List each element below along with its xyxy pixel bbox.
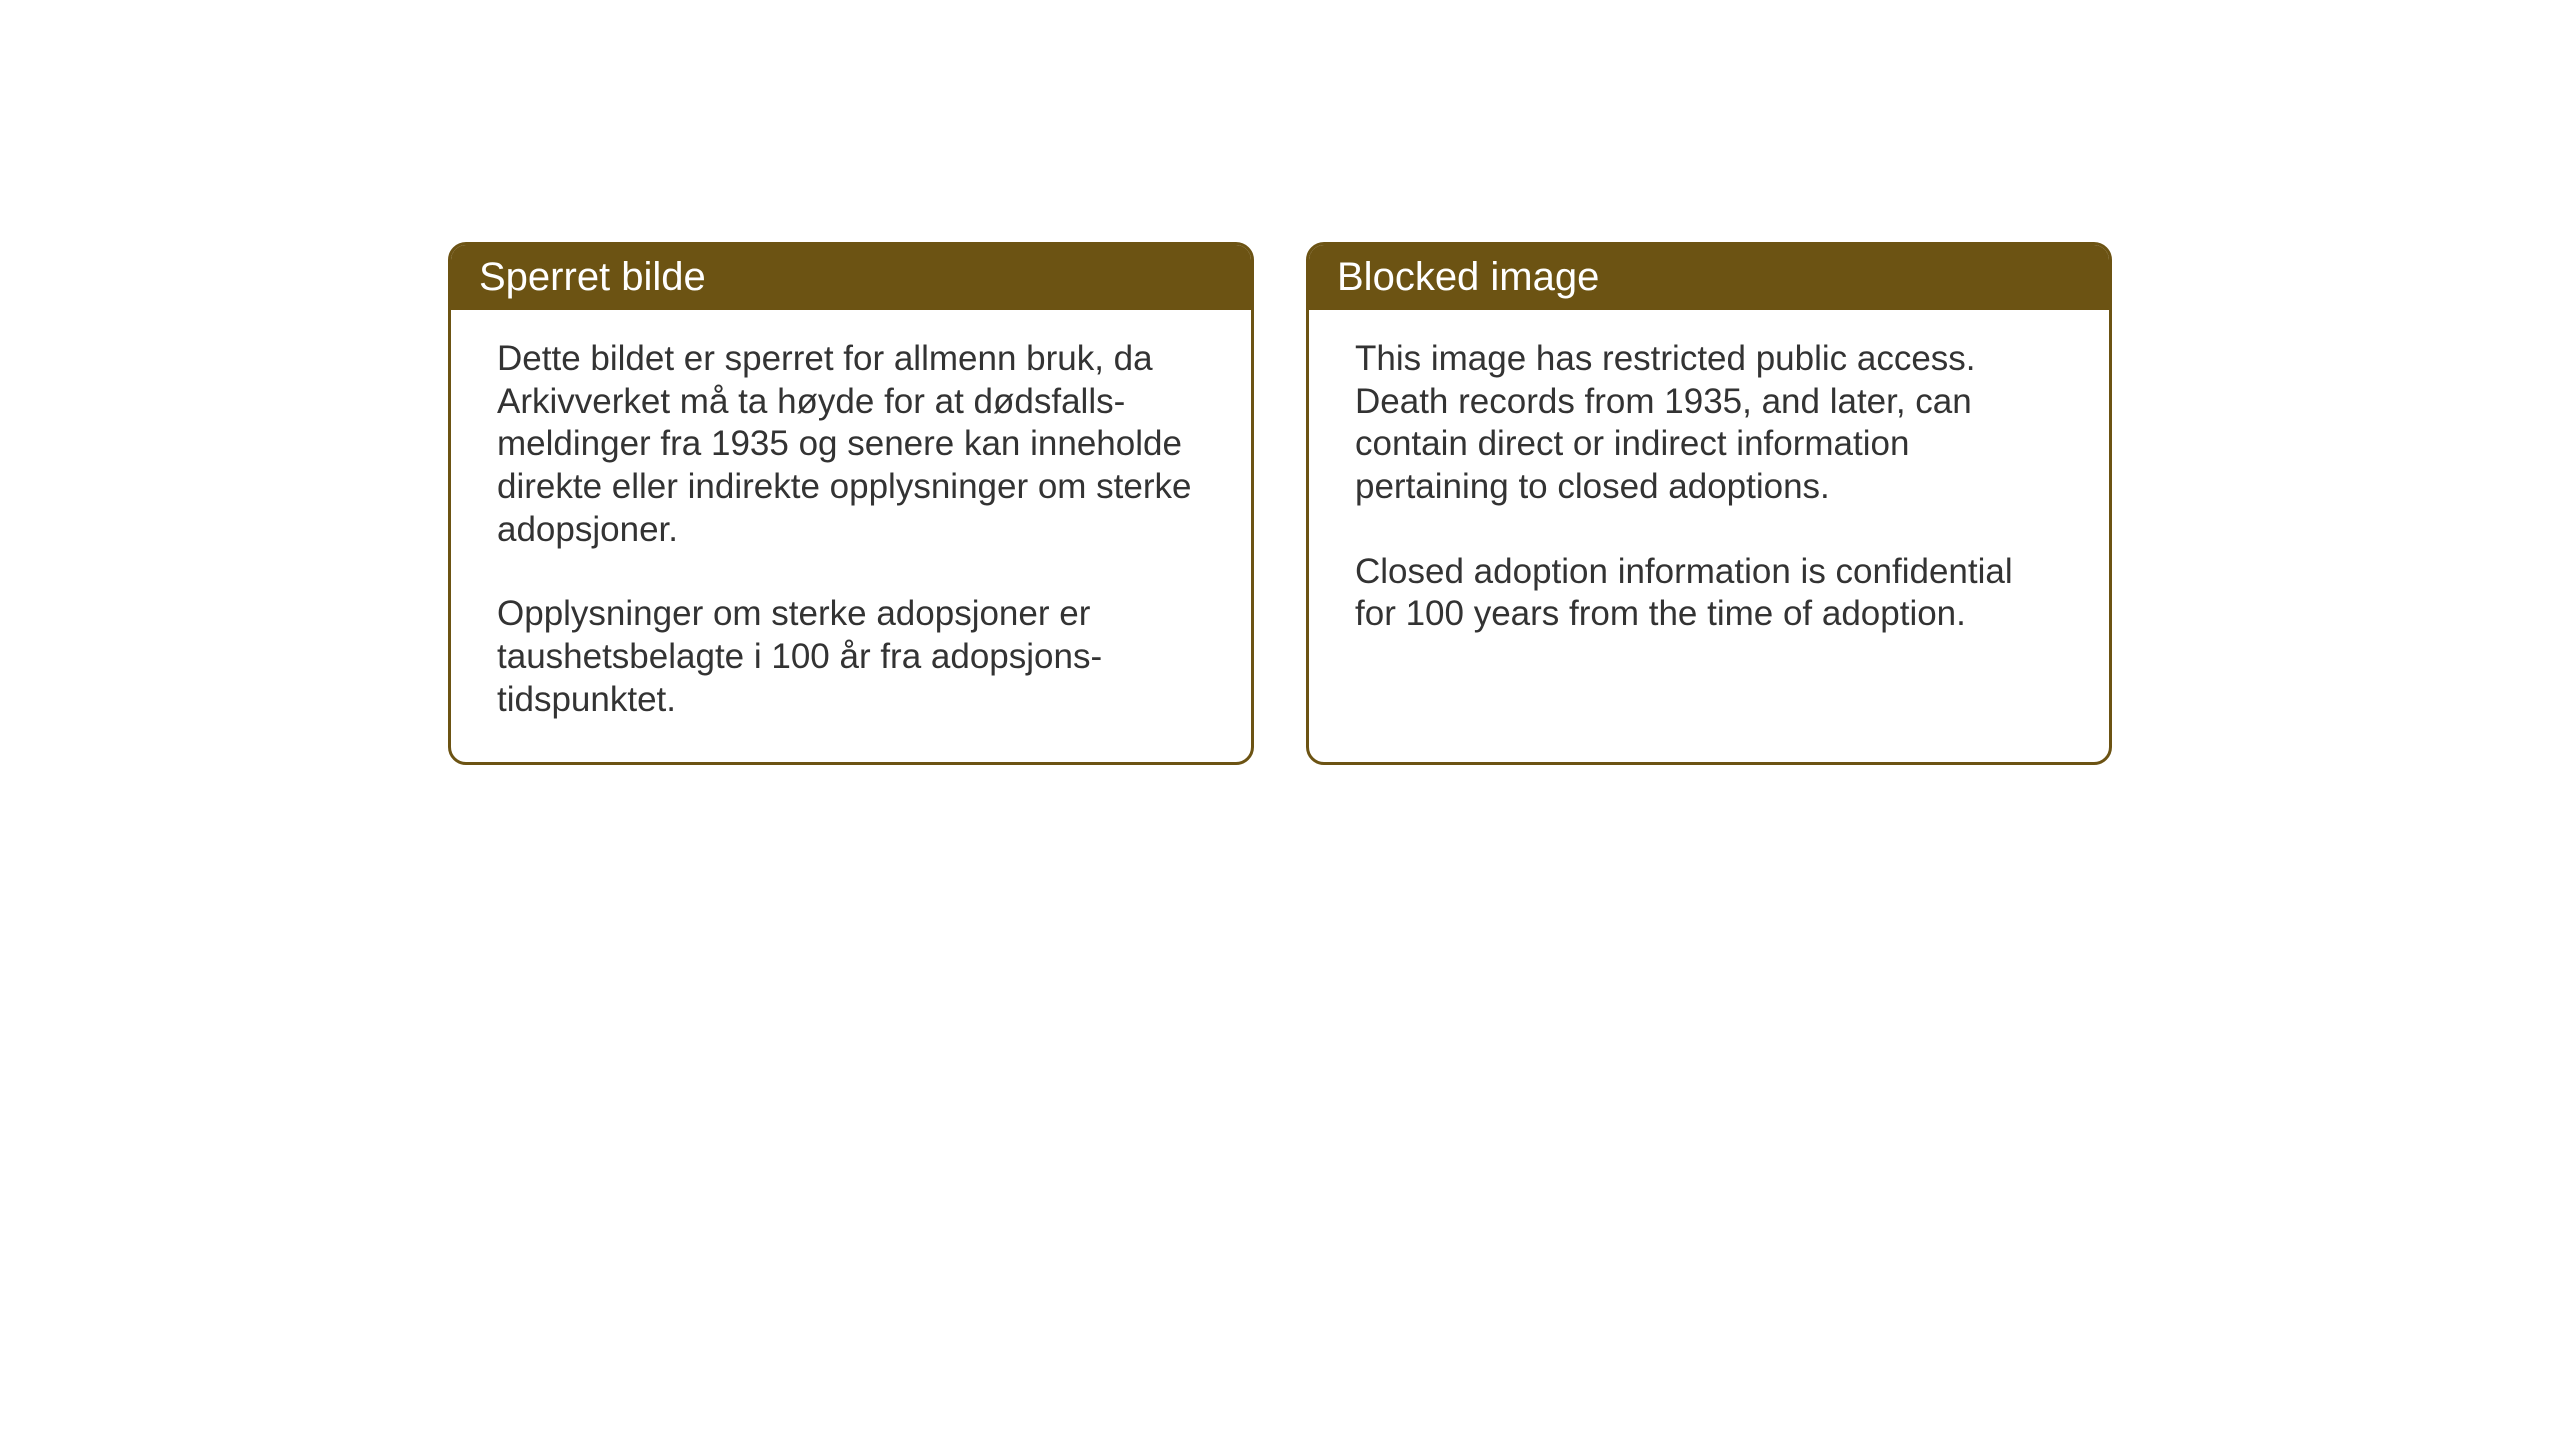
card-body-english: This image has restricted public access.… xyxy=(1309,310,2109,676)
paragraph-norwegian-1: Dette bildet er sperret for allmenn bruk… xyxy=(497,338,1205,551)
cards-container: Sperret bilde Dette bildet er sperret fo… xyxy=(448,242,2112,765)
paragraph-norwegian-2: Opplysninger om sterke adopsjoner er tau… xyxy=(497,593,1205,721)
card-header-norwegian: Sperret bilde xyxy=(451,245,1251,310)
paragraph-english-2: Closed adoption information is confident… xyxy=(1355,551,2063,636)
card-norwegian: Sperret bilde Dette bildet er sperret fo… xyxy=(448,242,1254,765)
card-header-english: Blocked image xyxy=(1309,245,2109,310)
paragraph-english-1: This image has restricted public access.… xyxy=(1355,338,2063,509)
card-body-norwegian: Dette bildet er sperret for allmenn bruk… xyxy=(451,310,1251,762)
card-english: Blocked image This image has restricted … xyxy=(1306,242,2112,765)
